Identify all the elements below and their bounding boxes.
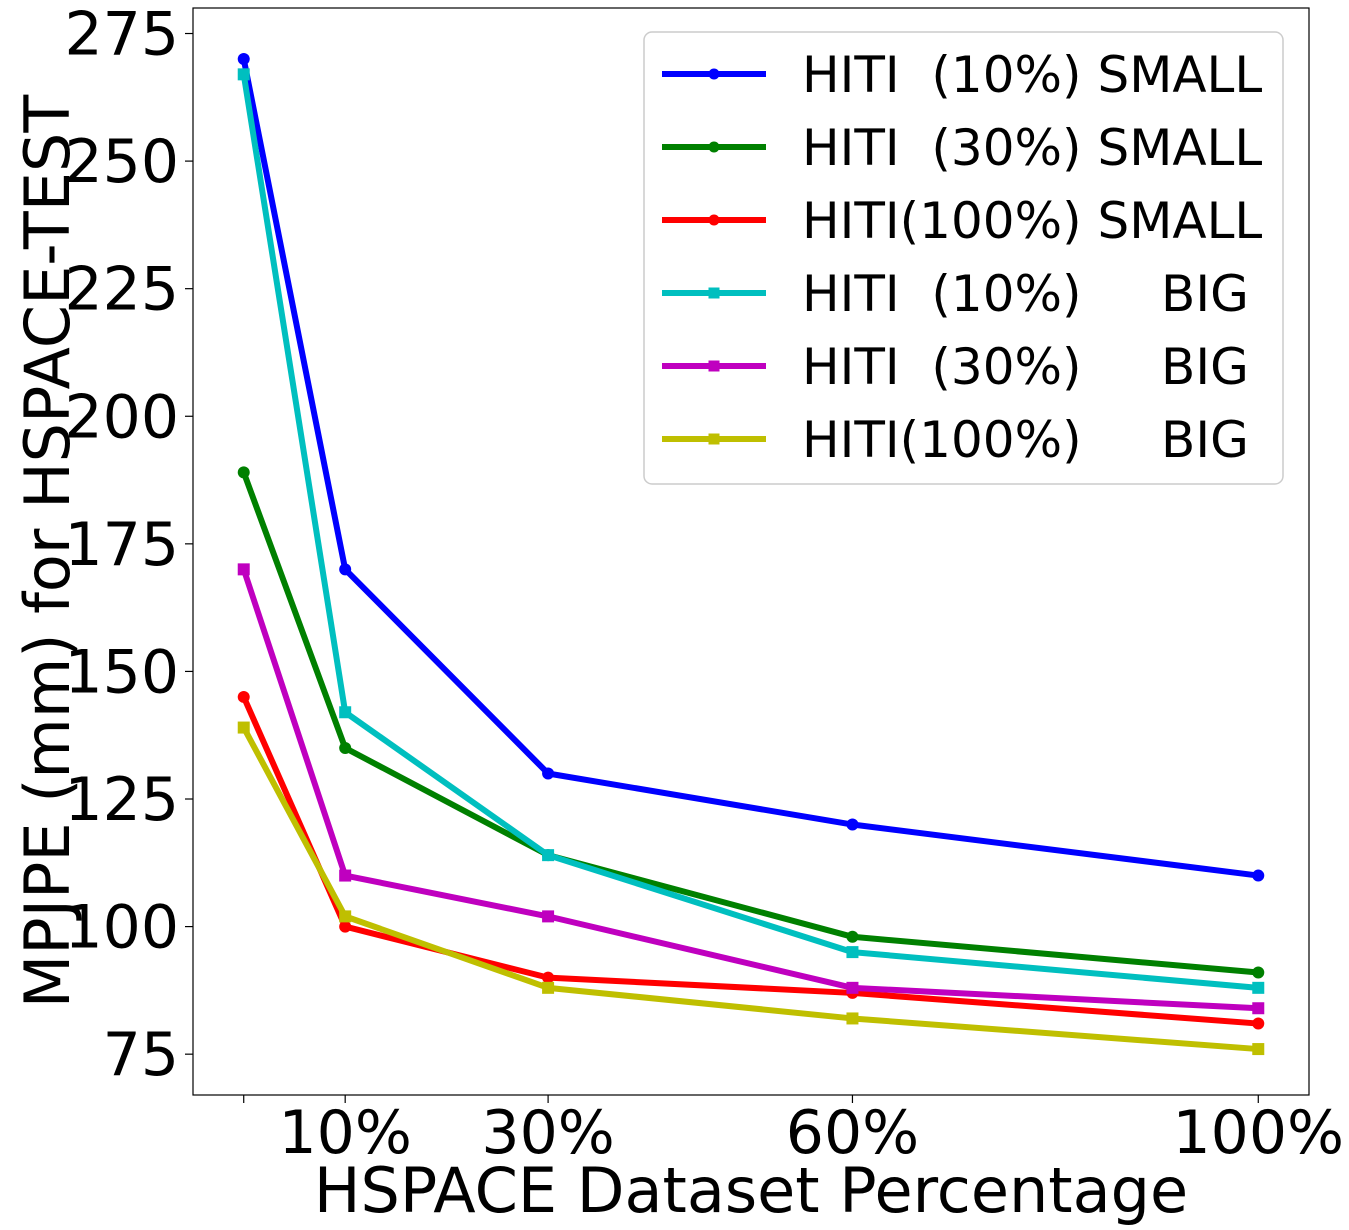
data-point — [846, 1012, 859, 1025]
plot-lines — [237, 53, 1265, 1056]
data-point — [339, 910, 352, 923]
data-point — [542, 910, 555, 923]
y-tick-label: 125 — [64, 765, 179, 835]
series-4 — [237, 563, 1265, 1015]
legend-label: HITI (10%) BIG — [802, 265, 1249, 323]
data-point — [846, 981, 859, 994]
data-point — [1252, 1002, 1265, 1015]
data-point — [237, 690, 250, 703]
legend-label: HITI (30%) SMALL — [802, 119, 1262, 177]
legend-label: HITI (10%) SMALL — [802, 46, 1262, 104]
x-tick-label: 100% — [1172, 1098, 1344, 1168]
data-point — [339, 920, 352, 933]
y-tick-label: 75 — [103, 1020, 179, 1090]
y-tick-label: 150 — [64, 637, 179, 707]
x-ticks: 10% 30% 60% 100% — [243, 1095, 1344, 1168]
data-point — [846, 946, 859, 959]
data-point — [1252, 981, 1265, 994]
legend-item: HITI (10%) BIG — [662, 265, 1249, 323]
legend-item: HITI(100%) BIG — [662, 411, 1249, 469]
data-point — [339, 741, 352, 754]
data-point — [542, 981, 555, 994]
y-tick-label: 250 — [64, 127, 179, 197]
legend-label: HITI(100%) BIG — [802, 411, 1249, 469]
legend-marker — [708, 68, 720, 80]
y-tick-label: 200 — [64, 382, 179, 452]
data-point — [542, 971, 555, 984]
data-point — [1252, 1043, 1265, 1056]
x-tick-label: 10% — [279, 1098, 412, 1168]
y-axis-label: MPJPE (mm) for HSPACE-TEST — [11, 94, 84, 1009]
y-ticks: 75 100 125 150 175 200 225 250 275 — [64, 0, 193, 1090]
series-0 — [237, 53, 1265, 882]
y-tick-label: 100 — [64, 893, 179, 963]
data-point — [237, 563, 250, 576]
data-point — [846, 930, 859, 943]
legend-marker — [708, 214, 720, 226]
x-axis-label: HSPACE Dataset Percentage — [314, 1154, 1188, 1227]
legend-marker — [708, 287, 720, 299]
data-point — [1252, 1017, 1265, 1030]
legend-item: HITI (30%) BIG — [662, 338, 1249, 396]
data-point — [237, 68, 250, 81]
series-3 — [237, 68, 1265, 994]
legend-box — [643, 31, 1284, 485]
legend: HITI (10%) SMALL HITI (30%) SMALL HITI(100… — [643, 31, 1284, 485]
x-tick-label: 60% — [786, 1098, 919, 1168]
data-point — [237, 53, 250, 66]
data-point — [237, 721, 250, 734]
legend-item: HITI (30%) SMALL — [662, 119, 1262, 177]
y-tick-label: 275 — [64, 0, 179, 70]
y-tick-label: 175 — [64, 510, 179, 580]
data-point — [339, 869, 352, 882]
x-tick-label: 30% — [481, 1098, 614, 1168]
series-5 — [237, 721, 1265, 1056]
plot-frame — [192, 7, 1310, 1096]
legend-marker — [708, 141, 720, 153]
legend-label: HITI (30%) BIG — [802, 338, 1249, 396]
legend-label: HITI(100%) SMALL — [802, 192, 1262, 250]
legend-marker — [708, 433, 720, 445]
data-point — [542, 849, 555, 862]
data-point — [1252, 869, 1265, 882]
data-point — [339, 706, 352, 719]
legend-marker — [708, 360, 720, 372]
legend-item: HITI (10%) SMALL — [662, 46, 1262, 104]
data-point — [237, 466, 250, 479]
data-point — [339, 563, 352, 576]
data-point — [542, 767, 555, 780]
y-tick-label: 225 — [64, 255, 179, 325]
data-point — [846, 818, 859, 831]
legend-item: HITI(100%) SMALL — [662, 192, 1262, 250]
data-point — [1252, 966, 1265, 979]
